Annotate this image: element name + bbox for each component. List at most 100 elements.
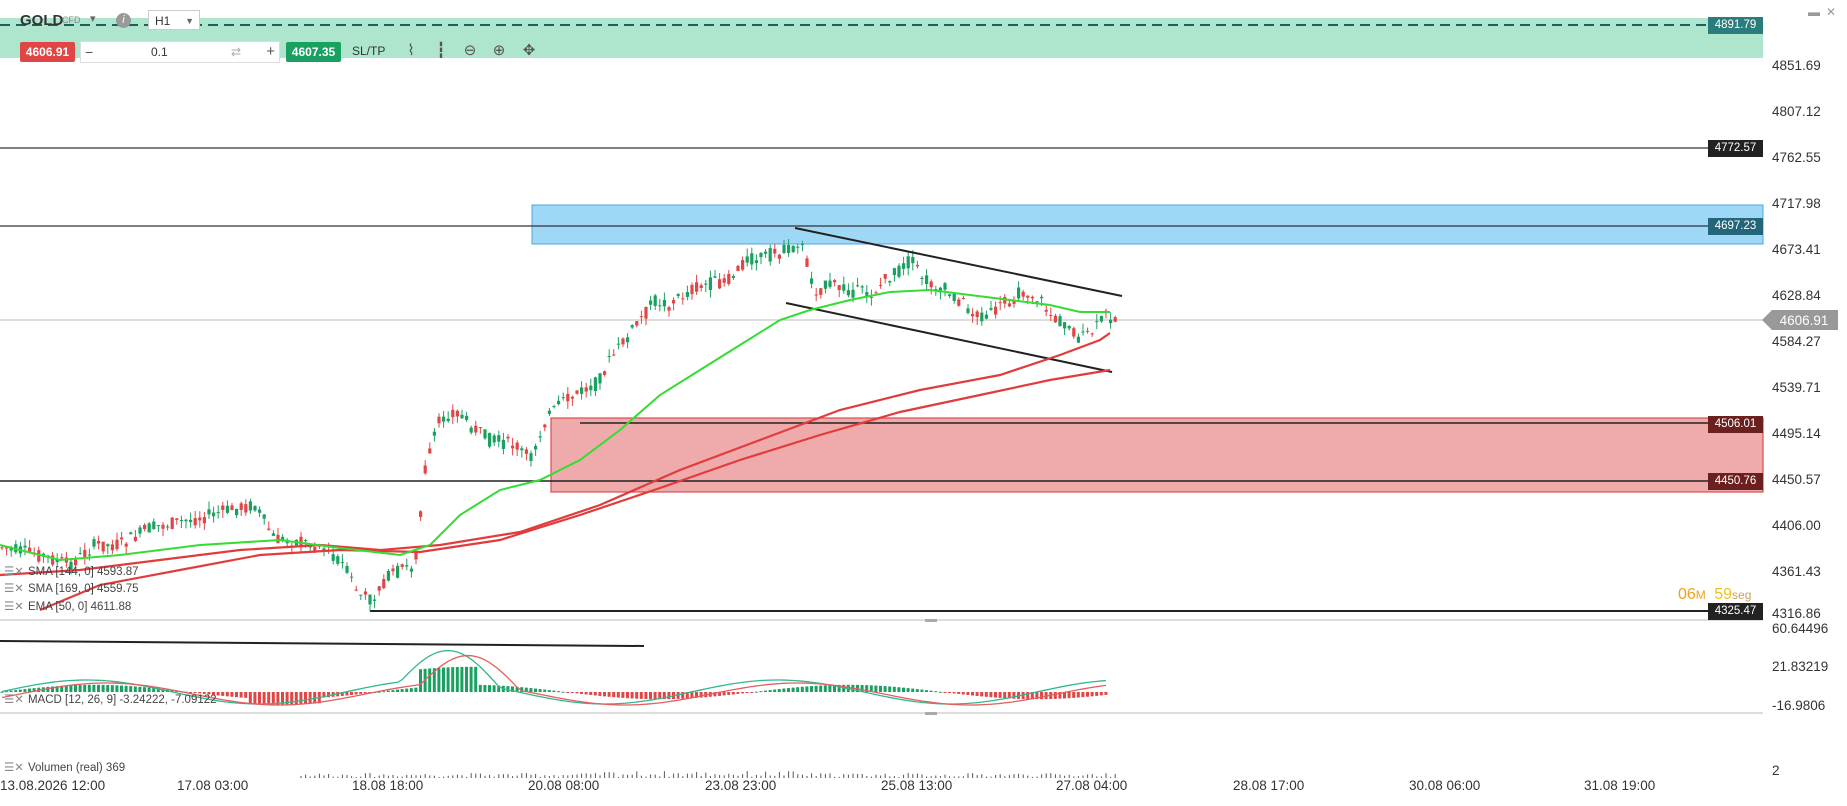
candle[interactable] [607,356,611,358]
candle[interactable] [230,505,234,510]
candle[interactable] [51,555,55,565]
pane-resize-handle[interactable] [925,712,937,715]
candle[interactable] [110,544,114,551]
candle[interactable] [566,393,570,402]
candle[interactable] [874,292,878,294]
candle[interactable] [828,280,832,287]
macd-trendline[interactable] [0,640,645,647]
candle[interactable] [915,264,919,267]
candle[interactable] [639,316,643,318]
candle[interactable] [603,371,607,375]
timeframe-select[interactable]: H1 ▼ [148,10,200,30]
candle[interactable] [175,518,179,520]
candle[interactable] [419,511,423,517]
candle[interactable] [736,265,740,272]
legend-sma-169[interactable]: ☰✕ SMA [169, 0] 4559.75 [4,583,139,595]
candle[interactable] [658,305,662,307]
candle[interactable] [115,539,119,550]
candle[interactable] [920,277,924,279]
candle[interactable] [409,568,413,572]
minimize-icon[interactable]: ▬ [1808,5,1820,19]
candle[interactable] [147,523,151,533]
candle[interactable] [428,448,432,454]
price-tag-blue-zone[interactable]: 4697.23 [1708,218,1763,235]
candle[interactable] [207,509,211,515]
candle[interactable] [465,415,469,420]
channel-upper-line[interactable] [794,227,1123,297]
sell-price-button[interactable]: 4606.91 [20,42,75,62]
candle[interactable] [865,292,869,297]
candle[interactable] [800,244,804,246]
candle[interactable] [129,532,133,535]
candle[interactable] [1109,319,1113,324]
candle[interactable] [741,260,745,270]
candle[interactable] [879,284,883,286]
sma-144-line[interactable] [0,332,1111,577]
candle[interactable] [363,591,367,595]
candle[interactable] [837,285,841,291]
candle[interactable] [138,527,142,534]
candle[interactable] [580,387,584,394]
candle[interactable] [1095,321,1099,323]
candle[interactable] [883,274,887,279]
candle[interactable] [557,400,561,405]
ema-50-line[interactable] [0,288,1110,562]
candle[interactable] [271,533,275,536]
candle[interactable] [621,338,625,345]
candle[interactable] [1099,315,1103,322]
candle[interactable] [106,544,110,547]
candle[interactable] [248,501,252,511]
candle[interactable] [984,314,988,319]
sma-169-line[interactable] [39,368,1111,612]
candle[interactable] [980,312,984,322]
candle[interactable] [943,283,947,290]
crosshair-icon[interactable]: ✥ [522,42,536,59]
candle[interactable] [198,517,202,521]
candle[interactable] [846,290,850,296]
candle[interactable] [469,427,473,433]
candle[interactable] [455,410,459,417]
candle[interactable] [1063,322,1067,329]
candle[interactable] [60,557,64,559]
candle[interactable] [0,547,4,549]
candle[interactable] [322,548,326,552]
candle[interactable] [478,427,482,429]
candle[interactable] [773,248,777,254]
candle[interactable] [911,257,915,264]
price-tag-red-bottom[interactable]: 4450.76 [1708,473,1763,490]
candle[interactable] [612,354,616,356]
candle[interactable] [120,537,124,540]
candle[interactable] [888,281,892,283]
channel-lower-line[interactable] [785,302,1113,373]
close-icon[interactable]: ✕ [1826,5,1837,19]
candle[interactable] [667,307,671,311]
candle[interactable] [750,253,754,265]
candle[interactable] [414,552,418,560]
candle[interactable] [460,414,464,419]
candle[interactable] [1040,296,1044,299]
quantity-stepper[interactable]: − 0.1 ⇄ + [80,41,280,63]
candle[interactable] [423,465,427,474]
candle[interactable] [170,517,174,529]
candle[interactable] [69,561,73,571]
candle[interactable] [101,541,105,552]
candle[interactable] [377,586,381,591]
candle[interactable] [488,432,492,447]
candle[interactable] [1072,328,1076,337]
candle[interactable] [842,284,846,291]
candle[interactable] [948,294,952,296]
candle[interactable] [400,564,404,567]
candle[interactable] [483,429,487,439]
candle[interactable] [368,594,372,605]
candle[interactable] [1067,326,1071,329]
candle[interactable] [350,576,354,578]
candle[interactable] [23,545,27,548]
candle[interactable] [244,504,248,513]
candle[interactable] [202,517,206,524]
candle[interactable] [340,562,344,564]
candle[interactable] [708,277,712,290]
candle[interactable] [994,306,998,315]
candle[interactable] [166,526,170,528]
zoom-in-icon[interactable]: ⊕ [492,42,506,59]
candle[interactable] [336,556,340,564]
